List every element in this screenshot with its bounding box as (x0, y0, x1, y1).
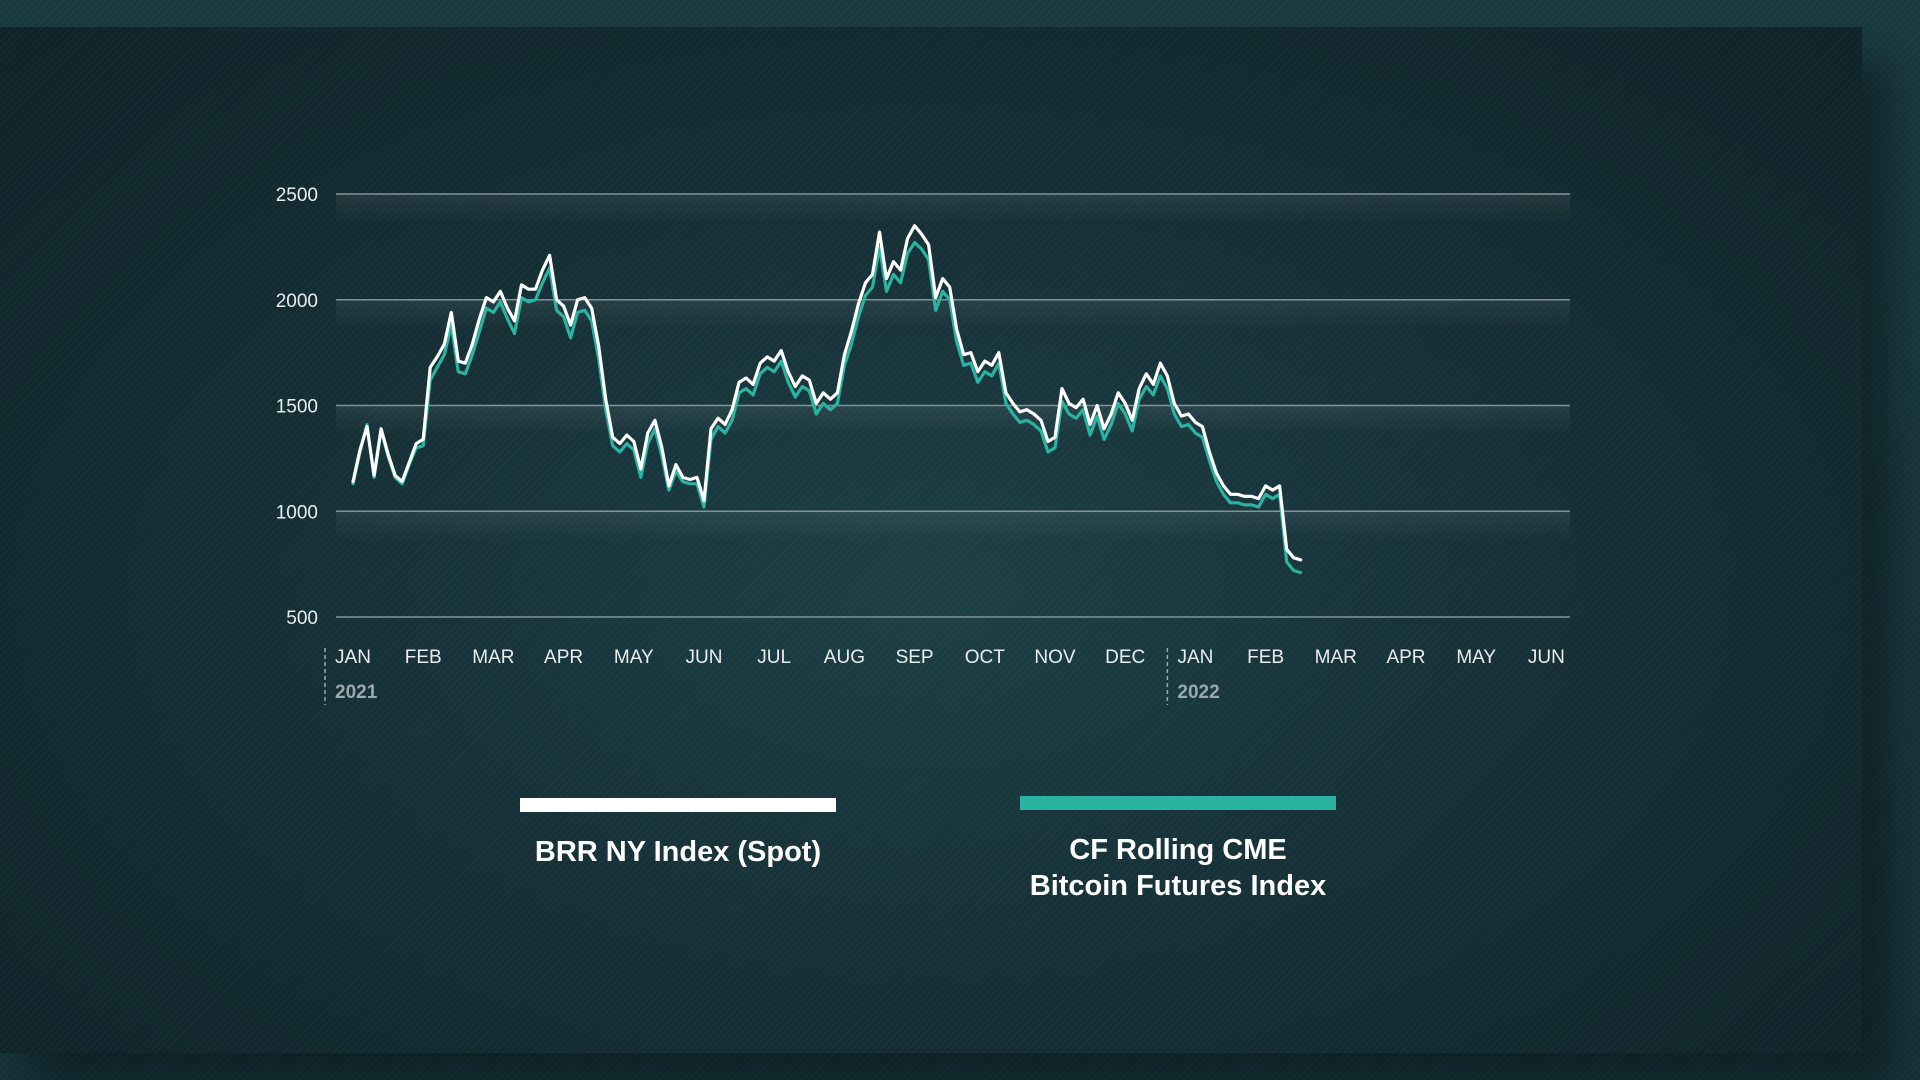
x-tick-label: FEB (1247, 647, 1284, 668)
legend-spot-label: BRR NY Index (Spot) (534, 836, 822, 868)
y-tick-label: 1000 (276, 502, 318, 523)
y-tick-label: 500 (286, 608, 318, 629)
x-tick-label: JAN (1177, 647, 1213, 668)
legend-futures-label-line2: Bitcoin Futures Index (1029, 870, 1327, 902)
y-tick-label: 2500 (276, 185, 318, 206)
x-tick-label: SEP (896, 647, 934, 668)
series-lines (351, 224, 1303, 575)
x-tick-label: MAY (1456, 647, 1496, 668)
x-tick-label: NOV (1034, 647, 1076, 668)
x-tick-label: JAN (335, 647, 371, 668)
x-tick-label: OCT (965, 647, 1006, 668)
y-axis-ticks: 2500 2000 1500 1000 500 (276, 185, 318, 629)
x-tick-label: JUN (1528, 647, 1565, 668)
gridline-shade (336, 405, 1570, 436)
legend-futures-label-line1: CF Rolling CME (1069, 834, 1287, 866)
x-tick-label: APR (544, 647, 583, 668)
gridlines (336, 193, 1570, 618)
x-tick-label: DEC (1105, 647, 1145, 668)
legend-futures: CF Rolling CME Bitcoin Futures Index (1020, 796, 1336, 904)
series-line-spot (351, 224, 1303, 562)
x-tick-label: MAY (614, 647, 654, 668)
year-label: 2021 (335, 682, 378, 703)
year-label: 2022 (1177, 682, 1219, 703)
y-tick-label: 1500 (276, 397, 318, 418)
legend-spot-swatch (520, 798, 836, 812)
x-axis-ticks: JAN FEB MAR APR MAY JUN JUL AUG SEP OCT NOV DEC JAN F… (324, 647, 1565, 705)
x-tick-label: MAR (1315, 647, 1357, 668)
x-tick-label: JUN (686, 647, 723, 668)
x-tick-label: APR (1386, 647, 1425, 668)
x-tick-label: MAR (472, 647, 514, 668)
gridline-shade (336, 194, 1570, 224)
x-tick-label: AUG (824, 647, 865, 668)
y-tick-label: 2000 (276, 291, 318, 312)
series-line-futures (351, 241, 1303, 575)
x-tick-label: JUL (757, 647, 791, 668)
gridline-shade (336, 511, 1570, 542)
legend-spot: BRR NY Index (Spot) (520, 798, 836, 870)
x-tick-label: FEB (405, 647, 442, 668)
legend-futures-swatch (1020, 796, 1336, 810)
